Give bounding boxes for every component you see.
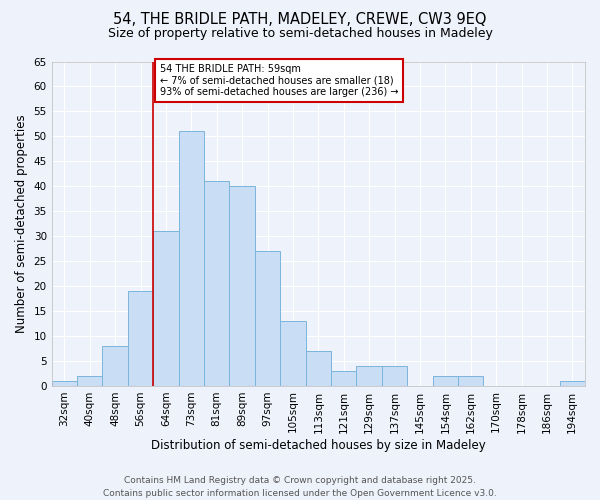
Text: Size of property relative to semi-detached houses in Madeley: Size of property relative to semi-detach… [107,28,493,40]
Text: Contains HM Land Registry data © Crown copyright and database right 2025.
Contai: Contains HM Land Registry data © Crown c… [103,476,497,498]
Bar [128,291,153,386]
Text: 54 THE BRIDLE PATH: 59sqm
← 7% of semi-detached houses are smaller (18)
93% of s: 54 THE BRIDLE PATH: 59sqm ← 7% of semi-d… [160,64,398,97]
X-axis label: Distribution of semi-detached houses by size in Madeley: Distribution of semi-detached houses by … [151,440,486,452]
Bar [103,346,128,386]
Bar [356,366,382,386]
Bar [204,181,229,386]
Bar [433,376,458,386]
Y-axis label: Number of semi-detached properties: Number of semi-detached properties [15,114,28,333]
Bar [179,132,204,386]
Bar [280,321,305,386]
Bar [153,231,179,386]
Text: 54, THE BRIDLE PATH, MADELEY, CREWE, CW3 9EQ: 54, THE BRIDLE PATH, MADELEY, CREWE, CW3… [113,12,487,28]
Bar [382,366,407,386]
Bar [77,376,103,386]
Bar [305,350,331,386]
Bar [331,370,356,386]
Bar [560,380,585,386]
Bar [255,251,280,386]
Bar [229,186,255,386]
Bar [52,380,77,386]
Bar [458,376,484,386]
